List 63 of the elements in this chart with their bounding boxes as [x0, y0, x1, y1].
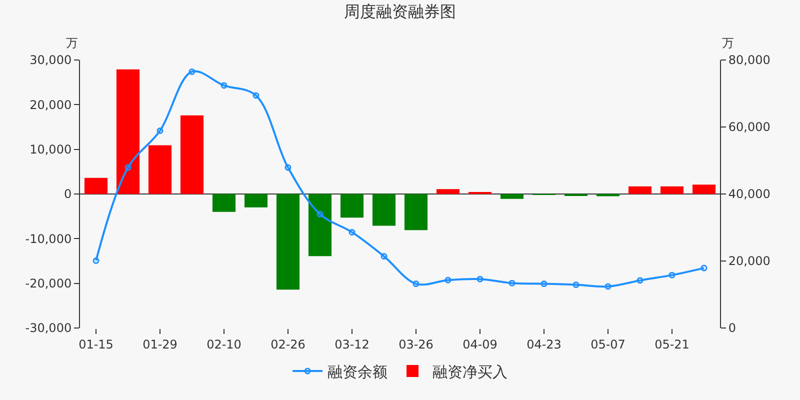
point [668, 272, 676, 278]
point [252, 92, 260, 99]
x-tick-label: 05-07 [590, 337, 626, 352]
chart-title: 周度融资融券图 [344, 2, 456, 22]
y-tick-label: -10,000 [25, 232, 72, 246]
bar [404, 194, 428, 230]
point [220, 82, 228, 89]
bar [436, 189, 460, 194]
x-tick-label: 05-21 [654, 337, 690, 352]
bar [500, 194, 524, 199]
y-tick-label: 20,000 [30, 98, 72, 112]
point [156, 127, 164, 134]
point [348, 228, 356, 236]
x-tick-label: 02-26 [270, 337, 306, 352]
point [476, 276, 484, 282]
y2-tick-label: 60,000 [728, 120, 770, 134]
bar [692, 184, 716, 194]
point [572, 282, 580, 288]
y-axis-title: 万 [66, 36, 78, 50]
bar [340, 194, 364, 218]
y2-tick-label: 40,000 [728, 187, 770, 202]
point [124, 164, 132, 171]
point [284, 164, 292, 171]
point [444, 276, 452, 284]
bar [628, 186, 652, 194]
point [636, 277, 644, 284]
x-tick-label: 01-29 [142, 337, 178, 352]
x-tick-label: 03-12 [334, 337, 370, 352]
y-tick-label: -30,000 [25, 321, 72, 336]
y2-tick-label: 20,000 [728, 254, 770, 268]
bar [660, 186, 684, 194]
x-tick-label: 04-23 [526, 337, 562, 352]
point [508, 280, 516, 286]
bar [244, 194, 268, 208]
y-tick-label: 30,000 [30, 53, 72, 68]
point [412, 280, 420, 288]
y2-axis-title: 万 [722, 36, 734, 50]
point [92, 257, 100, 264]
x-tick-label: 03-26 [398, 337, 434, 352]
bar [84, 178, 108, 194]
bar [308, 194, 332, 256]
bar [148, 145, 172, 194]
bar [180, 115, 204, 194]
y-tick-label: 0 [64, 187, 72, 202]
x-tick-label: 02-10 [206, 337, 242, 352]
point [188, 68, 196, 75]
point [380, 253, 388, 260]
y2-tick-label: 0 [728, 321, 736, 336]
x-tick-label: 04-09 [462, 337, 498, 352]
point [540, 280, 548, 288]
bar [116, 69, 140, 194]
point [700, 264, 708, 272]
bar [212, 194, 236, 212]
legend-label: 融资余额 [328, 362, 388, 381]
legend-label: 融资净买入 [432, 362, 508, 381]
bar [372, 194, 396, 226]
bar [276, 194, 300, 290]
point [316, 210, 324, 218]
y2-tick-label: 80,000 [728, 53, 770, 68]
x-tick-label: 01-15 [78, 337, 114, 352]
y-tick-label: 10,000 [30, 142, 72, 157]
y-tick-label: -20,000 [25, 276, 72, 291]
point [604, 283, 612, 290]
